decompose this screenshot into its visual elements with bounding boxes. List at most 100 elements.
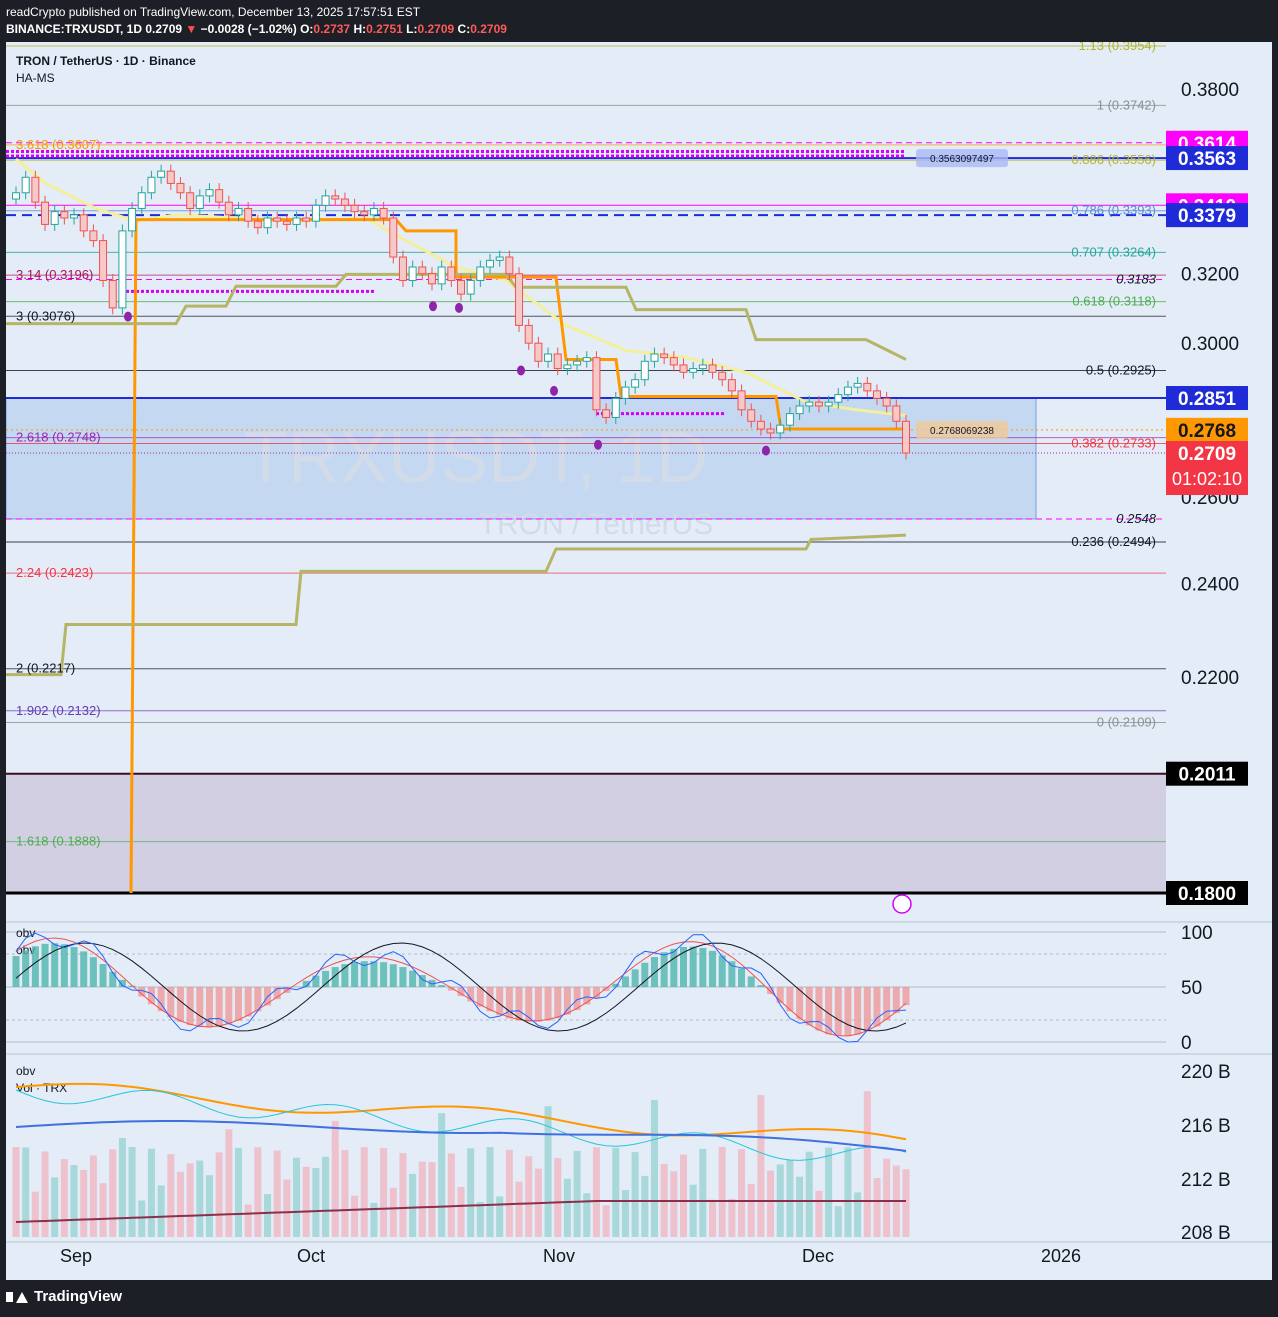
osc-bar <box>196 987 204 1028</box>
volume-bar <box>728 1198 736 1237</box>
osc-bar <box>583 987 591 1005</box>
volume-bar <box>167 1154 175 1237</box>
volume-bar <box>612 1147 620 1237</box>
volume-bar <box>138 1200 146 1237</box>
osc-bar <box>660 952 668 987</box>
down-arrow-icon: ▼ <box>185 22 198 36</box>
osc-bar <box>254 987 262 1012</box>
volume-bar <box>370 1202 378 1237</box>
volume-bar <box>186 1163 194 1237</box>
volume-bar <box>389 1187 397 1237</box>
volume-bar <box>525 1156 533 1237</box>
volume-bar <box>583 1193 591 1237</box>
fib-label-right: 0.886 (0.3556) <box>1071 152 1156 167</box>
osc-bar <box>776 987 784 1003</box>
volume-bar <box>467 1148 475 1237</box>
level-label: 0.3183 <box>1116 271 1157 286</box>
volume-bar <box>418 1161 426 1237</box>
volume-bar <box>757 1095 765 1237</box>
osc-bar <box>457 987 465 997</box>
candle <box>621 386 630 399</box>
osc-bar <box>438 985 446 987</box>
volume-bar <box>118 1138 126 1237</box>
volume-bar <box>592 1147 600 1237</box>
watermark-sub: TRON / TetherUS <box>479 508 714 541</box>
osc-bar <box>322 970 330 987</box>
vol-tick: 208 B <box>1181 1223 1231 1244</box>
fib-label-right: 1 (0.3742) <box>1097 97 1156 112</box>
volume-line <box>15 1120 907 1152</box>
close-value: 0.2709 <box>470 22 507 36</box>
volume-bar <box>902 1169 910 1237</box>
osc-label: obv <box>16 943 35 957</box>
candle <box>70 214 79 219</box>
candle <box>340 198 349 206</box>
volume-bar <box>225 1129 233 1237</box>
candle <box>776 424 785 434</box>
price-badge-label: 0.2709 <box>1178 444 1236 465</box>
candle <box>21 176 30 194</box>
candle <box>544 353 553 362</box>
symbol-label: BINANCE:TRXUSDT, 1D <box>6 22 143 36</box>
osc-bar <box>515 987 523 1021</box>
chart-svg[interactable]: TRXUSDT, 1D TRON / TetherUS 1.13 (0.3954… <box>6 42 1272 1280</box>
candle <box>176 182 185 194</box>
volume-bar <box>718 1147 726 1237</box>
volume-bar <box>22 1147 30 1237</box>
volume-bar <box>322 1156 330 1237</box>
volume-bar <box>670 1171 678 1237</box>
price-badge <box>1166 203 1248 228</box>
osc-label: obv <box>16 926 35 940</box>
candle <box>814 401 823 407</box>
fib-label-right: 0.786 (0.3393) <box>1071 203 1156 218</box>
volume-bar <box>554 1158 562 1237</box>
volume-bar <box>515 1181 523 1237</box>
osc-bar <box>621 976 629 987</box>
volume-bar <box>235 1147 242 1237</box>
volume-bar <box>699 1148 707 1237</box>
fib-label-left: 3.618 (0.3607) <box>16 137 101 152</box>
osc-bar <box>573 987 581 1011</box>
volume-bar <box>60 1159 68 1237</box>
osc-bar <box>186 987 194 1026</box>
chart-area[interactable]: TRXUSDT, 1D TRON / TetherUS 1.13 (0.3954… <box>6 42 1272 1280</box>
candle <box>718 371 727 381</box>
volume-bar <box>215 1152 223 1237</box>
candle <box>824 401 833 407</box>
candle <box>563 364 572 370</box>
osc-bar <box>892 987 900 1014</box>
volume-bar <box>409 1173 417 1237</box>
candle <box>408 266 417 281</box>
candle <box>292 217 301 225</box>
fib-label-right: 0 (0.2109) <box>1097 714 1156 729</box>
candle <box>553 353 562 370</box>
volume-bar <box>128 1147 136 1237</box>
volume-bar <box>254 1147 262 1237</box>
osc-bar <box>351 962 359 987</box>
fib-label-right: 0.5 (0.2925) <box>1086 362 1156 377</box>
fib-label-left: 2 (0.2217) <box>16 661 75 676</box>
volume-bar <box>438 1113 446 1237</box>
price-badge <box>1166 441 1248 496</box>
candle <box>224 201 233 216</box>
volume-bar <box>476 1202 484 1237</box>
candle <box>747 409 756 422</box>
candle <box>698 364 707 370</box>
osc-bar <box>89 957 97 987</box>
candle <box>398 256 407 281</box>
fib-label-left: 1.902 (0.2132) <box>16 703 101 718</box>
price-badge <box>1166 146 1248 171</box>
osc-bar <box>738 968 746 987</box>
time-tick: Dec <box>802 1246 834 1266</box>
volume-line <box>15 1089 907 1161</box>
indicator-label: HA-MS <box>16 71 55 85</box>
signal-marker <box>517 365 525 376</box>
osc-tick: 50 <box>1181 978 1202 999</box>
osc-bar <box>554 987 562 1019</box>
osc-bar <box>854 987 862 1035</box>
osc-bar <box>80 951 88 987</box>
price-tick: 0.2200 <box>1181 668 1239 689</box>
volume-bar <box>815 1190 823 1237</box>
volume-bar <box>854 1192 862 1237</box>
trail-line-lower <box>6 533 907 677</box>
